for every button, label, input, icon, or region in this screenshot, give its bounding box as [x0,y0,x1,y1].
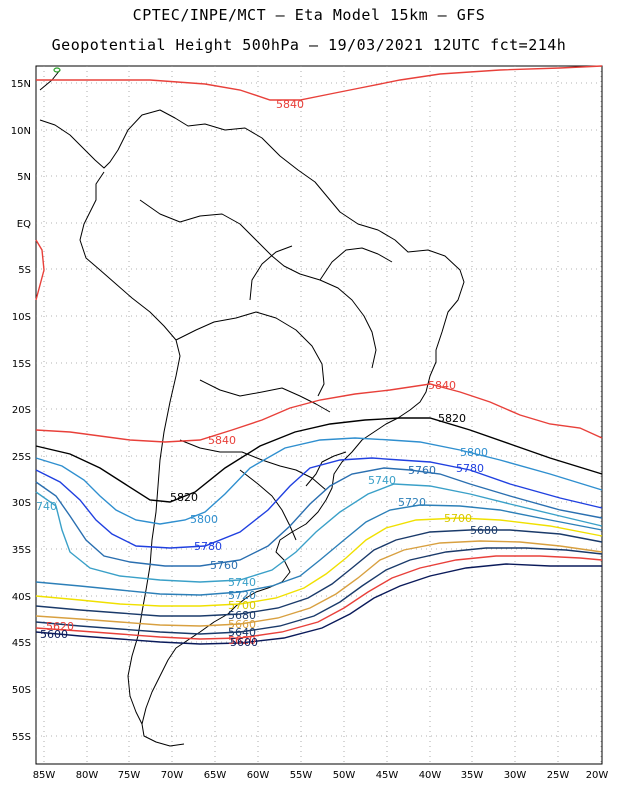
contour-label: 5800 [460,446,488,459]
contour-label: 5700 [228,599,256,612]
contour-5760 [35,467,603,567]
lon-label: 40W [419,770,442,781]
lat-label: 50S [12,685,31,696]
lon-label: 35W [461,770,484,781]
coastline [39,69,465,747]
lat-label: 35S [12,545,31,556]
lon-label: 55W [290,770,313,781]
contour-5680 [35,529,603,617]
lon-label: 20W [586,770,609,781]
contour-label: 5840 [276,98,304,111]
contour-label: 5700 [444,512,472,525]
contour-label: 5680 [470,524,498,537]
lat-label: EQ [17,219,31,230]
lon-label: 65W [204,770,227,781]
contour-label: 5640 [228,626,256,639]
contour-label: 5720 [398,496,426,509]
contour-5700 [35,517,603,607]
lon-labels: 85W 80W 75W 70W 65W 60W 55W 50W 45W 40W … [33,770,609,781]
map-subtitle: Geopotential Height 500hPa – 19/03/2021 … [51,36,567,54]
contour-5820 [35,417,603,503]
contour-label: 5600 [230,636,258,649]
contour-label: 5620 [228,634,256,647]
lon-label: 80W [76,770,99,781]
lat-label: 10S [12,312,31,323]
contour-label: 5740 [368,474,396,487]
contour-label: 5780 [456,462,484,475]
contour-label: 5800 [190,513,218,526]
contour-label: 5820 [438,412,466,425]
lat-label: 30S [12,498,31,509]
contour-label: 5840 [428,379,456,392]
contour-label: 5620 [46,620,74,633]
contour-labels: 5840 5840 5840 5820 5820 5800 5800 5780 … [36,98,498,649]
contour-label: 5760 [408,464,436,477]
contour-label: 5760 [210,559,238,572]
contour-5600 [35,563,602,645]
lat-label: 10N [11,126,31,137]
contour-label: 5840 [208,434,236,447]
contour-5780 [35,457,603,549]
lat-label: 40S [12,592,31,603]
lon-label: 75W [118,770,141,781]
contour-lines [35,65,603,645]
contour-5640 [35,547,603,635]
lon-label: 60W [247,770,270,781]
contour-5720 [35,504,603,596]
contour-5620 [35,555,603,640]
lat-label: 45S [12,638,31,649]
lon-label: 25W [547,770,570,781]
contour-label: 5720 [228,589,256,602]
lat-label: 5N [17,172,31,183]
lat-label: 25S [12,452,31,463]
marker-icon [53,67,61,73]
lat-label: 55S [12,732,31,743]
contour-5840-west [35,239,45,301]
lon-label: 30W [504,770,527,781]
contour-label: 5820 [170,491,198,504]
lat-label: 5S [18,265,31,276]
contour-5840 [35,383,603,443]
contour-label: 5740 [228,576,256,589]
gridlines [36,66,602,764]
lon-label: 50W [333,770,356,781]
contour-5740 [35,483,603,583]
contour-label: 5780 [194,540,222,553]
lon-label: 85W [33,770,56,781]
lon-label: 70W [161,770,184,781]
contour-5840-north [36,65,603,101]
contour-5660 [35,540,603,627]
map-title: CPTEC/INPE/MCT – Eta Model 15km – GFS [132,6,486,24]
contour-label: 5680 [228,609,256,622]
lat-label: 15S [12,359,31,370]
lon-label: 45W [376,770,399,781]
lat-labels: 15N 10N 5N EQ 5S 10S 15S 20S 25S 30S 35S… [11,79,31,743]
contour-5800 [35,437,603,525]
map-frame [35,65,603,765]
contour-label: 5600 [40,628,68,641]
contour-label: 5660 [228,618,256,631]
lat-label: 15N [11,79,31,90]
contour-label: 740 [36,500,57,513]
lat-label: 20S [12,405,31,416]
